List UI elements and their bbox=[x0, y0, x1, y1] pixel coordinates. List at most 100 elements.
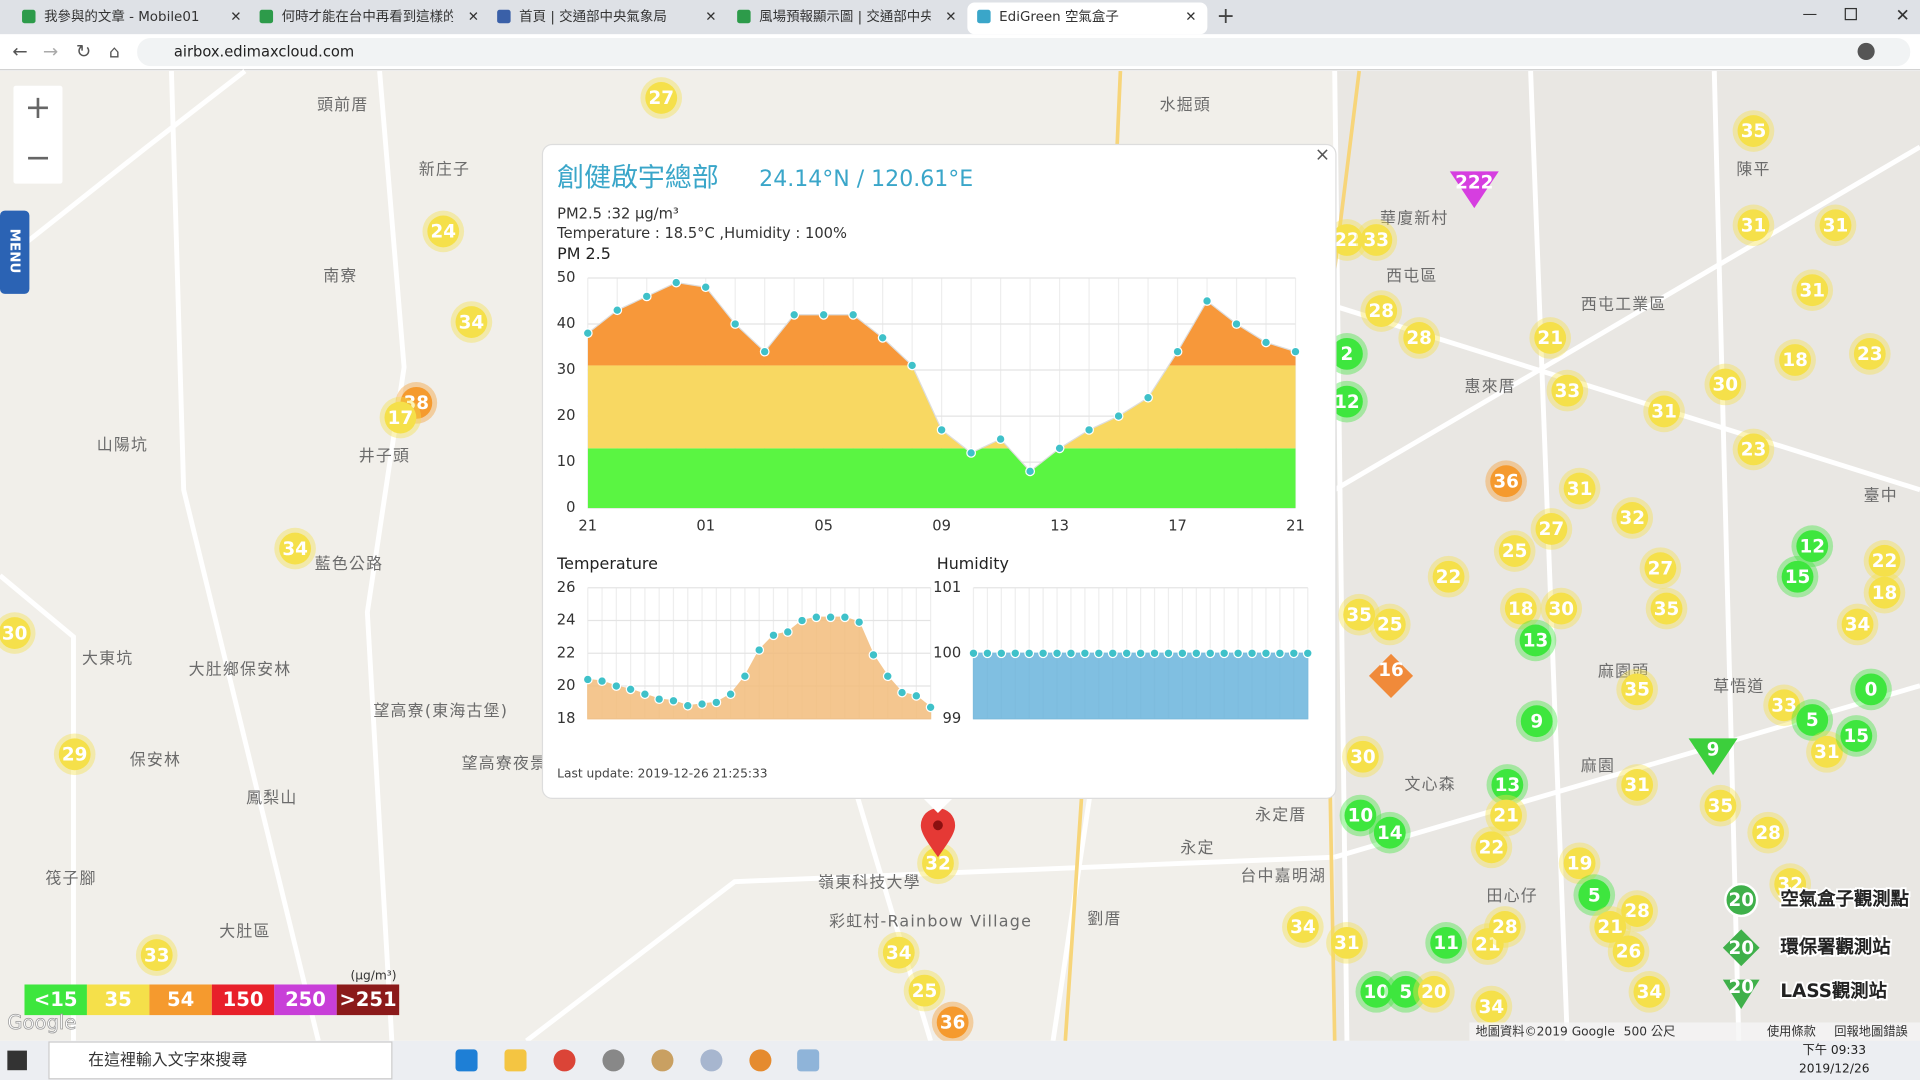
air-box-marker[interactable] bbox=[1286, 911, 1319, 943]
minimize[interactable]: — bbox=[1802, 6, 1817, 23]
air-box-marker[interactable] bbox=[1841, 608, 1874, 641]
air-box-marker[interactable] bbox=[1774, 868, 1807, 900]
air-box-marker[interactable] bbox=[1563, 847, 1596, 880]
air-box-marker[interactable] bbox=[1373, 816, 1406, 849]
edge-icon[interactable] bbox=[455, 1049, 478, 1072]
menu-label[interactable]: MENU bbox=[7, 229, 22, 274]
station-marker[interactable] bbox=[1449, 171, 1499, 209]
air-box-marker[interactable] bbox=[455, 306, 488, 338]
start-button[interactable] bbox=[7, 1050, 27, 1071]
air-box-marker[interactable] bbox=[1768, 689, 1800, 722]
menu-tab[interactable] bbox=[0, 210, 30, 294]
app-icon[interactable] bbox=[700, 1049, 723, 1072]
air-box-marker[interactable] bbox=[1621, 895, 1654, 927]
tab-title[interactable]: 何時才能在台中再看到這樣的藍天 bbox=[282, 8, 484, 25]
air-box-marker[interactable] bbox=[1491, 768, 1524, 801]
home[interactable]: ⌂ bbox=[109, 43, 120, 63]
air-box-marker[interactable] bbox=[1360, 224, 1393, 256]
air-box-marker[interactable] bbox=[1475, 990, 1508, 1023]
air-box-marker[interactable] bbox=[140, 939, 173, 972]
air-box-marker[interactable] bbox=[1365, 295, 1398, 327]
air-box-marker[interactable] bbox=[1737, 115, 1770, 147]
air-box-marker[interactable] bbox=[1868, 544, 1901, 577]
air-box-marker[interactable] bbox=[1504, 592, 1537, 625]
back[interactable]: ← bbox=[12, 42, 27, 63]
air-box-marker[interactable] bbox=[1704, 789, 1737, 822]
air-box-marker[interactable] bbox=[1796, 704, 1829, 736]
search-placeholder[interactable]: 在這裡輸入文字來搜尋 bbox=[88, 1050, 247, 1069]
zoom-out[interactable]: − bbox=[25, 138, 52, 176]
air-box-marker[interactable] bbox=[1475, 831, 1508, 864]
air-box-marker[interactable] bbox=[1331, 224, 1363, 256]
air-box-marker[interactable] bbox=[1432, 560, 1465, 593]
air-box-marker[interactable] bbox=[922, 847, 954, 880]
air-box-marker[interactable] bbox=[1648, 395, 1680, 428]
tab-title[interactable]: 首頁 | 交通部中央氣象局 bbox=[519, 8, 667, 25]
air-box-marker[interactable] bbox=[1535, 513, 1568, 545]
air-box-marker[interactable] bbox=[1855, 673, 1887, 706]
close-window[interactable]: ✕ bbox=[1896, 6, 1910, 26]
air-box-marker[interactable] bbox=[1346, 740, 1379, 773]
air-box-marker[interactable] bbox=[1344, 799, 1377, 832]
air-box-marker[interactable] bbox=[908, 974, 941, 1007]
tab-title[interactable]: EdiGreen 空氣盒子 bbox=[999, 8, 1119, 25]
app-icon[interactable] bbox=[651, 1049, 674, 1072]
air-box-marker[interactable] bbox=[0, 617, 31, 649]
air-box-marker[interactable] bbox=[1534, 322, 1567, 354]
reload[interactable]: ↻ bbox=[76, 42, 91, 63]
air-box-marker[interactable] bbox=[1840, 720, 1873, 752]
tab-title[interactable]: 我參與的文章 - Mobile01 bbox=[44, 8, 199, 25]
air-box-marker[interactable] bbox=[58, 738, 91, 771]
air-box-marker[interactable] bbox=[1779, 344, 1812, 376]
air-box-marker[interactable] bbox=[882, 936, 915, 969]
app-icon[interactable] bbox=[749, 1049, 772, 1072]
air-box-marker[interactable] bbox=[1498, 535, 1531, 567]
tab-close[interactable]: ✕ bbox=[945, 10, 956, 25]
air-box-marker[interactable] bbox=[1563, 472, 1596, 505]
air-box-marker[interactable] bbox=[1331, 926, 1363, 959]
maximize[interactable] bbox=[1844, 7, 1857, 21]
air-box-marker[interactable] bbox=[1819, 209, 1852, 242]
station-marker[interactable] bbox=[1688, 738, 1738, 776]
air-box-marker[interactable] bbox=[1360, 975, 1393, 1008]
air-box-marker[interactable] bbox=[1594, 911, 1627, 943]
air-box-marker[interactable] bbox=[1488, 911, 1521, 943]
app-icon[interactable] bbox=[602, 1049, 625, 1072]
clock-time[interactable]: 下午 09:33 bbox=[1802, 1043, 1866, 1057]
zoom-in[interactable]: + bbox=[25, 88, 52, 126]
air-box-marker[interactable] bbox=[1811, 735, 1843, 768]
air-box-marker[interactable] bbox=[1490, 465, 1523, 498]
map-report[interactable]: 回報地圖錯誤 bbox=[1834, 1024, 1907, 1039]
air-box-marker[interactable] bbox=[1781, 560, 1814, 593]
air-box-marker[interactable] bbox=[936, 1006, 969, 1039]
tab-close[interactable]: ✕ bbox=[1185, 10, 1196, 25]
profile[interactable] bbox=[1857, 42, 1875, 60]
air-box-marker[interactable] bbox=[279, 532, 312, 565]
air-box-marker[interactable] bbox=[645, 82, 678, 114]
air-box-marker[interactable] bbox=[1650, 592, 1683, 625]
air-box-marker[interactable] bbox=[1644, 552, 1677, 585]
air-box-marker[interactable] bbox=[1331, 385, 1363, 418]
air-box-marker[interactable] bbox=[1519, 624, 1552, 657]
air-box-marker[interactable] bbox=[1331, 337, 1363, 370]
chrome-icon[interactable] bbox=[553, 1049, 576, 1072]
air-box-marker[interactable] bbox=[1633, 975, 1666, 1008]
air-box-marker[interactable] bbox=[1551, 374, 1584, 407]
tab-close[interactable]: ✕ bbox=[468, 10, 479, 25]
air-box-marker[interactable] bbox=[1853, 337, 1886, 370]
explorer-icon[interactable] bbox=[504, 1049, 527, 1072]
air-box-marker[interactable] bbox=[1737, 209, 1770, 242]
tab-close[interactable]: ✕ bbox=[705, 10, 716, 25]
air-box-marker[interactable] bbox=[1490, 799, 1523, 832]
air-box-marker[interactable] bbox=[1621, 768, 1654, 801]
air-box-marker[interactable] bbox=[1868, 576, 1901, 609]
air-box-marker[interactable] bbox=[1737, 433, 1770, 466]
search-box[interactable] bbox=[48, 1041, 393, 1080]
active-tab[interactable] bbox=[967, 2, 1208, 35]
air-box-marker[interactable] bbox=[1417, 975, 1450, 1008]
tab-close[interactable]: ✕ bbox=[230, 10, 241, 25]
air-box-marker[interactable] bbox=[1616, 502, 1649, 534]
clock-date[interactable]: 2019/12/26 bbox=[1799, 1061, 1870, 1075]
map-terms[interactable]: 使用條款 bbox=[1767, 1024, 1816, 1039]
air-box-marker[interactable] bbox=[384, 401, 417, 434]
